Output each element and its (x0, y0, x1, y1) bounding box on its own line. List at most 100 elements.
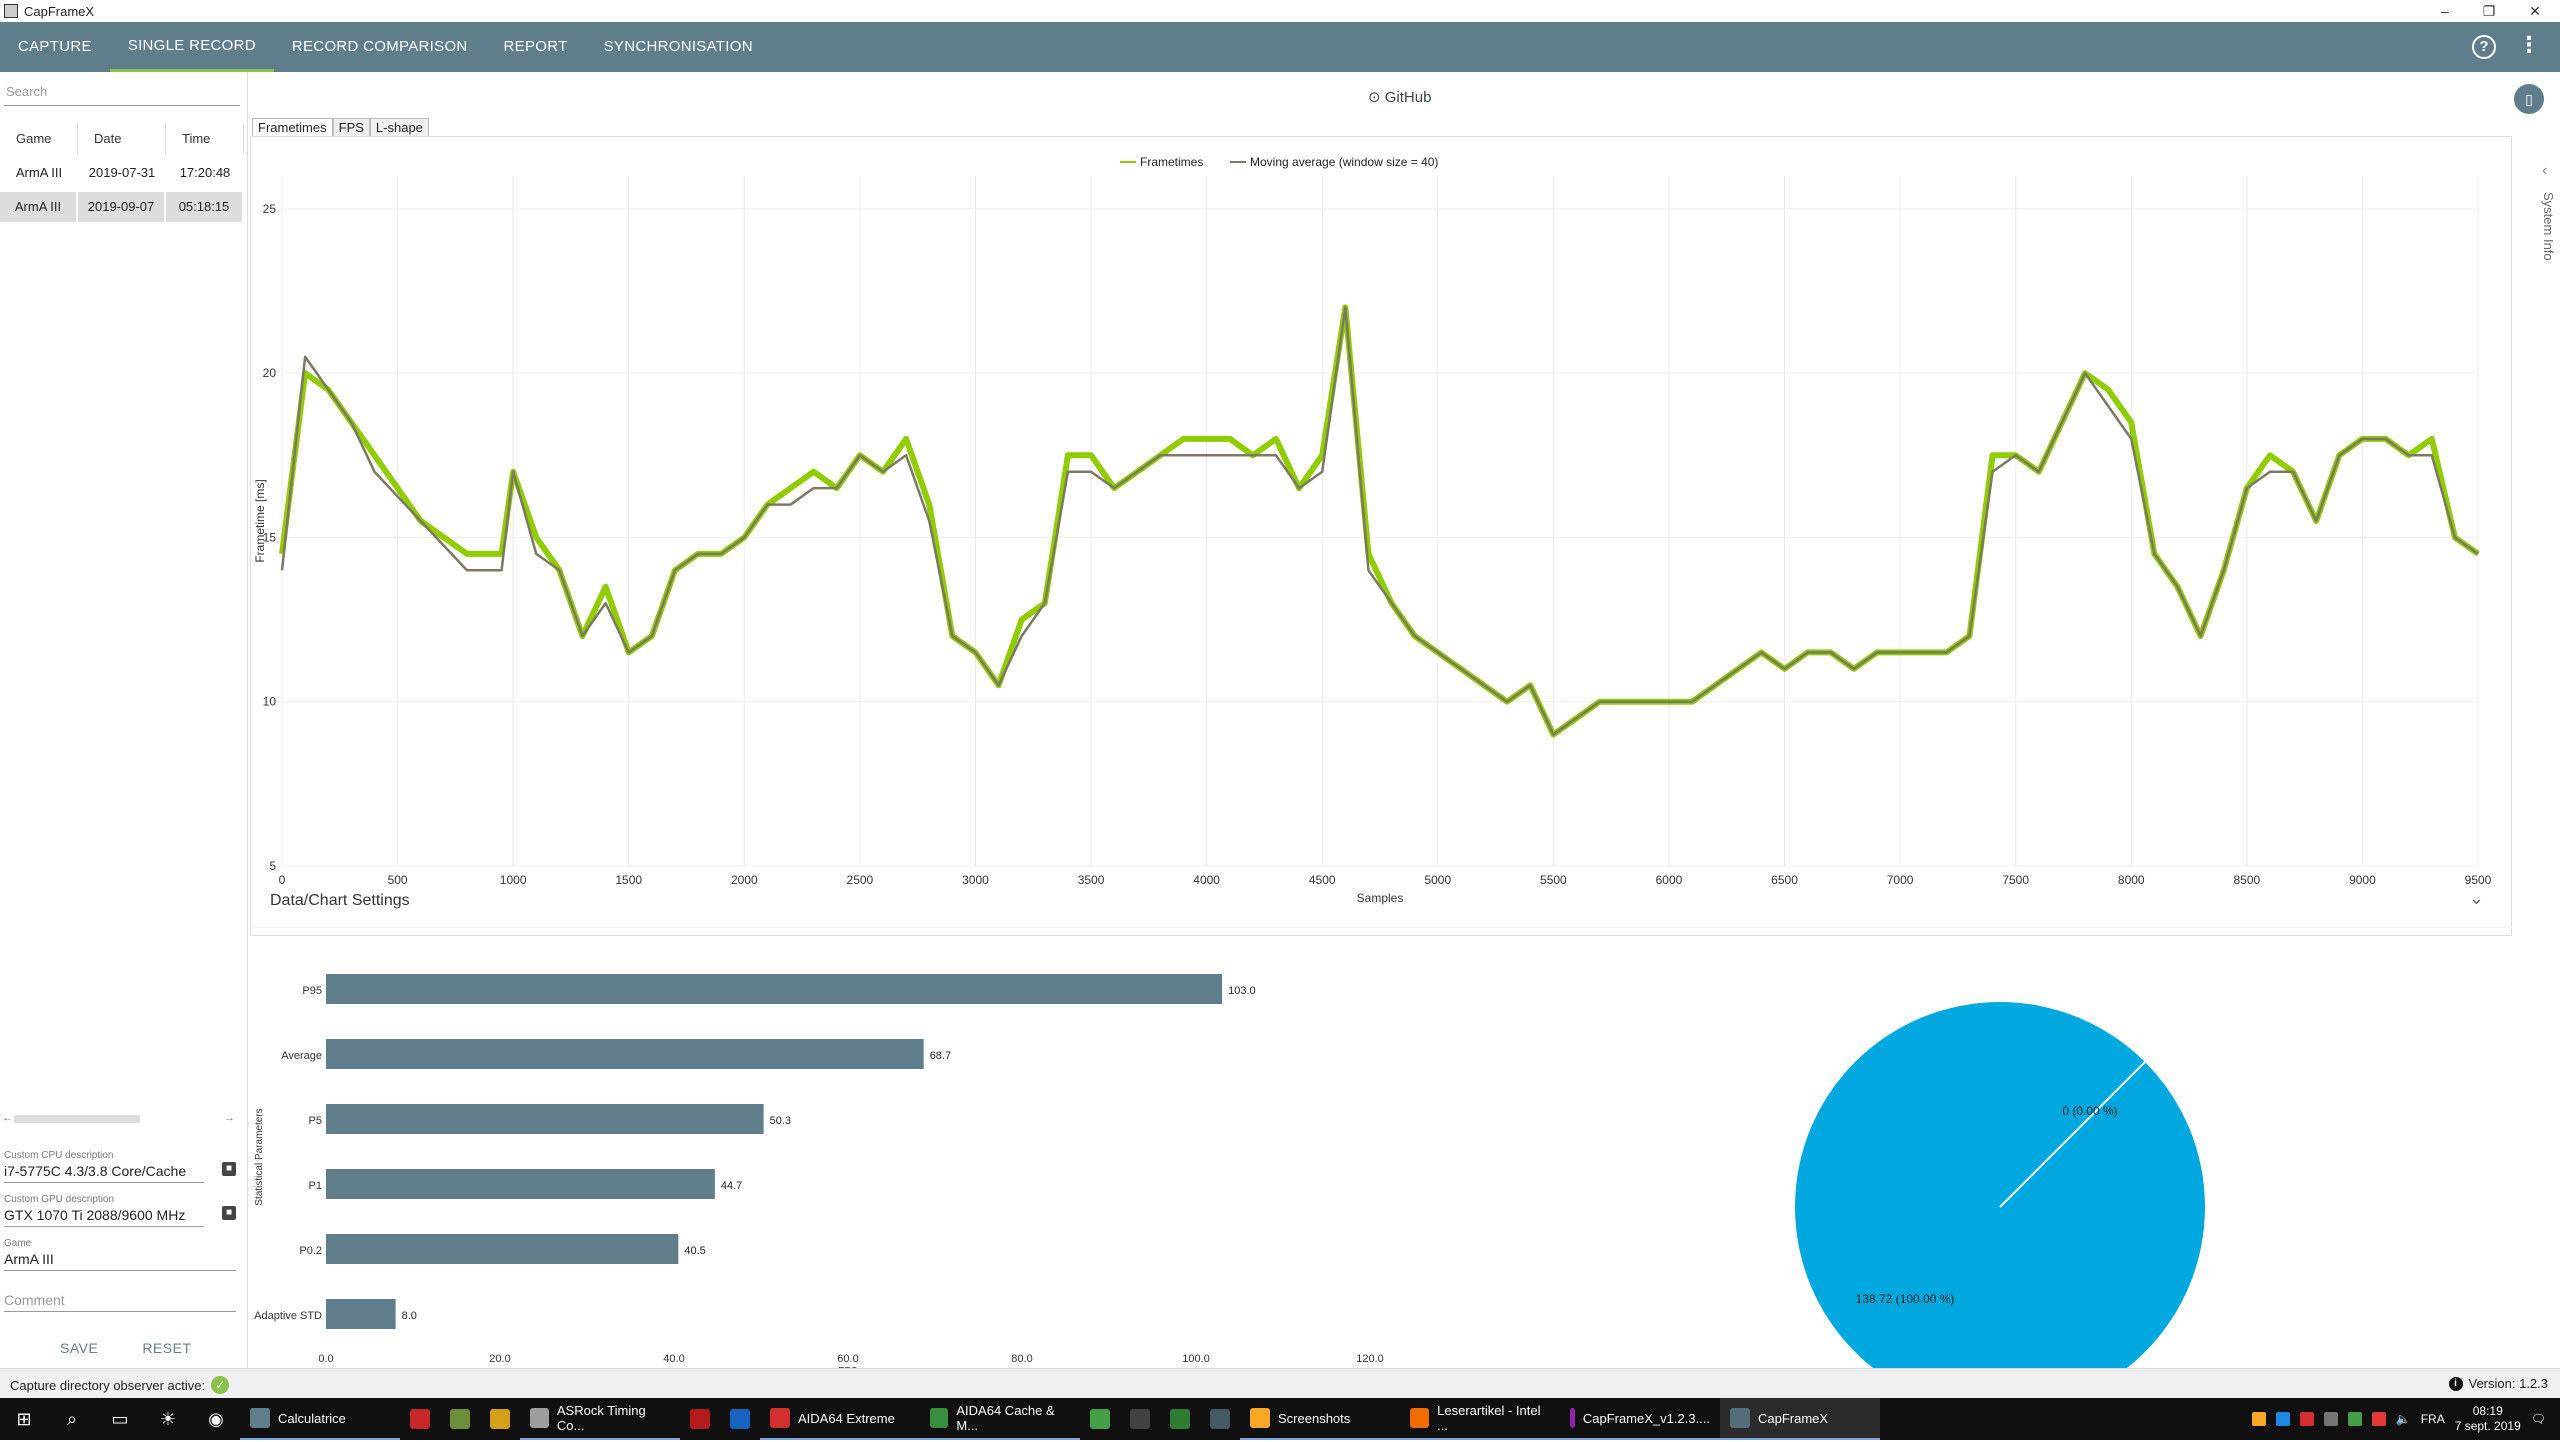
taskbar-item[interactable] (440, 1398, 480, 1440)
column-date[interactable]: Date (78, 124, 166, 154)
x-tick-label: 0.0 (318, 1353, 333, 1365)
tray-icon[interactable] (2299, 1412, 2314, 1426)
taskbar-item-label: Calculatrice (278, 1410, 346, 1426)
tab-capture[interactable]: CAPTURE (18, 38, 92, 55)
series-line-moving-average (280, 306, 2479, 736)
legend-label: Frametimes (1140, 155, 1203, 169)
search-icon[interactable]: ⌕ (66, 1408, 78, 1429)
tray-icon[interactable] (2275, 1412, 2290, 1426)
app-icon (1210, 1409, 1230, 1429)
search-input[interactable]: Search (4, 82, 240, 106)
minimize-button[interactable]: – (2441, 3, 2449, 19)
taskbar-item[interactable] (1160, 1398, 1200, 1440)
cpu-description-input[interactable]: i7-5775C 4.3/3.8 Core/Cache (4, 1161, 204, 1183)
bar-value-label: 103.0 (1228, 985, 1256, 997)
taskbar-item[interactable] (720, 1398, 760, 1440)
taskbar-item[interactable] (1120, 1398, 1160, 1440)
clipboard-icon[interactable]: ▯ (2514, 84, 2544, 114)
subtab-fps[interactable]: FPS (332, 118, 370, 137)
y-tick-label: 15 (263, 530, 277, 544)
info-icon[interactable]: i (2448, 1376, 2463, 1391)
taskbar-item[interactable] (1200, 1398, 1240, 1440)
comment-input[interactable]: Comment (4, 1290, 236, 1312)
taskbar-item[interactable] (680, 1398, 720, 1440)
column-time[interactable]: Time (166, 124, 244, 154)
subtab-lshape[interactable]: L-shape (369, 118, 429, 137)
x-tick-label: 100.0 (1182, 1353, 1210, 1365)
tray-icon[interactable] (2251, 1412, 2266, 1426)
task-view-icon[interactable]: ▭ (111, 1408, 129, 1429)
x-tick-label: 60.0 (837, 1353, 858, 1365)
x-tick-label: 1000 (500, 873, 527, 887)
taskbar-item[interactable] (1080, 1398, 1120, 1440)
clock[interactable]: 08:19 7 sept. 2019 (2455, 1404, 2521, 1434)
scroll-left-icon[interactable]: ← (2, 1112, 13, 1124)
game-input[interactable]: ArmA III (4, 1249, 236, 1271)
legend-label: Moving average (window size = 40) (1250, 155, 1438, 169)
bar (326, 1299, 396, 1329)
more-options-icon[interactable]: ⋮ (2518, 32, 2540, 57)
save-cpu-icon[interactable]: ■ (222, 1162, 236, 1176)
tray-icon[interactable] (2371, 1412, 2386, 1426)
tab-synchronisation[interactable]: SYNCHRONISATION (603, 38, 753, 55)
record-row[interactable]: ArmA III 2019-07-31 17:20:48 (0, 158, 244, 188)
taskbar-item[interactable] (400, 1398, 440, 1440)
tab-record-comparison[interactable]: RECORD COMPARISON (291, 38, 468, 55)
chevron-down-icon[interactable]: ⌄ (2468, 888, 2484, 908)
reset-button[interactable]: RESET (142, 1340, 192, 1356)
github-link[interactable]: ⊙ GitHub (1368, 88, 1431, 106)
taskbar-item[interactable]: Leserartikel - Intel ... (1400, 1398, 1560, 1440)
taskbar-item[interactable] (480, 1398, 520, 1440)
taskbar-item[interactable]: CapFrameX (1720, 1398, 1880, 1440)
taskbar-item[interactable]: Screenshots (1240, 1398, 1400, 1440)
app-icon (1730, 1408, 1750, 1428)
x-tick-label: 3000 (962, 873, 989, 887)
chart-settings-expander[interactable]: Data/Chart Settings ⌄ (250, 872, 2512, 928)
language-indicator[interactable]: FRA (2420, 1412, 2445, 1426)
github-icon: ⊙ (1368, 89, 1381, 106)
tab-report[interactable]: REPORT (503, 38, 568, 55)
frametime-chart: 0 500 1000 1500 2000 2500 3000 3500 4000 4500 5000… (253, 155, 2492, 905)
tray-icon[interactable] (2323, 1412, 2338, 1426)
save-gpu-icon[interactable]: ■ (222, 1206, 236, 1220)
gpu-description-label: Custom GPU description (4, 1194, 115, 1205)
taskbar-item[interactable]: ASRock Timing Co... (520, 1398, 680, 1440)
y-axis-label: Frametime [ms] (253, 479, 267, 562)
taskbar-item[interactable]: AIDA64 Extreme (760, 1398, 920, 1440)
category-label: Adaptive STD (254, 1310, 322, 1322)
app-icon[interactable]: ◉ (208, 1408, 224, 1429)
x-tick-label: 120.0 (1356, 1353, 1384, 1365)
bar-value-label: 50.3 (770, 1115, 791, 1127)
scroll-thumb[interactable] (14, 1115, 140, 1123)
taskbar-item[interactable]: CapFrameX_v1.2.3.... (1560, 1398, 1720, 1440)
system-info-panel[interactable]: ‹ System Info (2536, 162, 2560, 462)
tab-single-record[interactable]: SINGLE RECORD (109, 22, 274, 72)
sun-icon[interactable]: ☀ (159, 1408, 177, 1429)
horizontal-scrollbar[interactable]: ← → (2, 1112, 238, 1126)
restore-button[interactable]: ❐ (2482, 2, 2496, 19)
scroll-right-icon[interactable]: → (224, 1112, 235, 1124)
volume-icon[interactable]: 🔈 (2395, 1412, 2411, 1426)
column-game[interactable]: Game (0, 124, 78, 154)
gpu-description-field: Custom GPU description GTX 1070 Ti 2088/… (4, 1194, 236, 1227)
taskbar-item-label: ASRock Timing Co... (556, 1403, 646, 1433)
tray-icon[interactable] (2347, 1412, 2362, 1426)
notification-icon[interactable]: 🗨 (2530, 1412, 2546, 1426)
start-icon[interactable]: ⊞ (16, 1408, 32, 1429)
gpu-description-input[interactable]: GTX 1070 Ti 2088/9600 MHz (4, 1205, 204, 1227)
bar-value-label: 44.7 (721, 1180, 742, 1192)
x-tick-label: 20.0 (489, 1353, 510, 1365)
taskbar-item[interactable]: AIDA64 Cache & M... (920, 1398, 1080, 1440)
record-row-selected[interactable]: ArmA III 2019-09-07 05:18:15 (0, 192, 244, 222)
y-tick-label: 20 (263, 366, 277, 380)
help-icon[interactable]: ? (2472, 35, 2496, 59)
chevron-left-icon[interactable]: ‹ (2542, 162, 2548, 179)
subtab-frametimes[interactable]: Frametimes (252, 118, 333, 137)
save-button[interactable]: SAVE (60, 1340, 99, 1356)
y-tick-label: 25 (263, 202, 277, 216)
taskbar-item[interactable]: Calculatrice (240, 1398, 400, 1440)
x-tick-label: 6500 (1771, 873, 1798, 887)
bar (326, 1104, 764, 1134)
comment-field: Comment (4, 1290, 236, 1312)
close-button[interactable]: ✕ (2529, 2, 2541, 19)
